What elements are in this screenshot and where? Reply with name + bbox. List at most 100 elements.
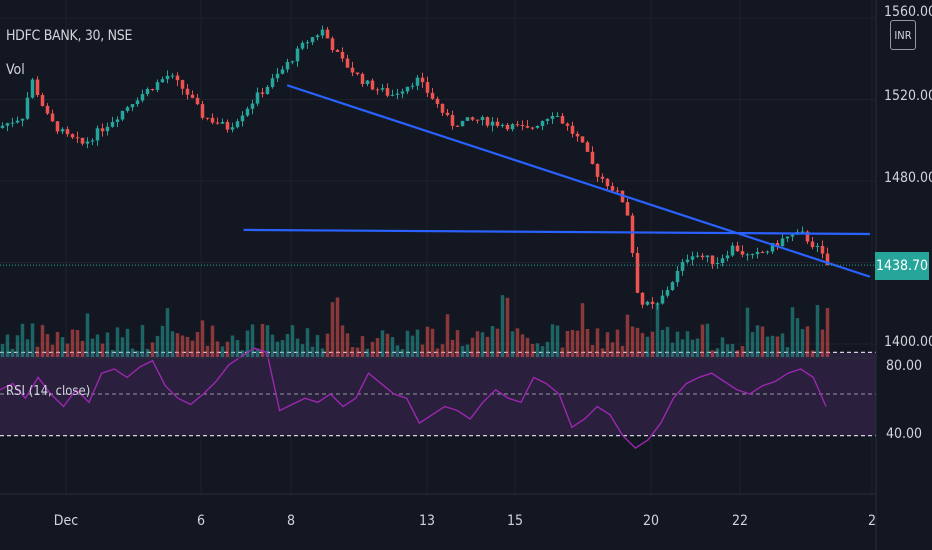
- candle-body: [365, 80, 370, 85]
- volume-bar: [120, 337, 125, 357]
- volume-bar: [680, 339, 685, 357]
- volume-bars: [0, 295, 830, 357]
- candle-body: [225, 121, 230, 130]
- volume-bar: [765, 336, 770, 357]
- candle-body: [510, 124, 515, 130]
- candle-body: [540, 121, 545, 127]
- volume-bar: [140, 324, 145, 357]
- candle-body: [320, 29, 325, 36]
- candle-body: [825, 253, 830, 266]
- volume-bar: [75, 330, 80, 357]
- volume-bar: [725, 344, 730, 357]
- volume-bar: [710, 350, 715, 357]
- volume-bar: [10, 348, 15, 357]
- volume-bar: [255, 348, 260, 357]
- volume-bar: [0, 344, 5, 357]
- candle-body: [465, 117, 470, 121]
- volume-bar: [445, 314, 450, 357]
- price-tick: 1480.00: [884, 170, 932, 186]
- candle-body: [515, 124, 520, 126]
- time-tick: 6: [196, 513, 206, 529]
- candle-body: [780, 238, 785, 247]
- rsi-band: [0, 351, 876, 437]
- volume-bar: [145, 348, 150, 357]
- candle-body: [800, 231, 805, 233]
- symbol-title: HDFC BANK, 30, NSE: [6, 28, 133, 44]
- rsi-tick: 80.00: [886, 358, 923, 374]
- candle-body: [590, 151, 595, 164]
- candle-body: [605, 178, 610, 187]
- candle-body: [95, 128, 100, 141]
- candle-body: [400, 91, 405, 94]
- volume-bar: [610, 342, 615, 357]
- volume-bar: [685, 331, 690, 357]
- price-tick: 1400.00: [884, 334, 932, 350]
- candle-body: [690, 256, 695, 260]
- volume-bar: [425, 326, 430, 357]
- candle-body: [0, 125, 5, 129]
- candle-body: [715, 263, 720, 265]
- candle-body: [250, 103, 255, 109]
- volume-bar: [395, 345, 400, 357]
- volume-bar: [535, 343, 540, 357]
- volume-bar: [825, 308, 830, 357]
- volume-bar: [705, 323, 710, 357]
- volume-bar: [175, 333, 180, 357]
- candle-body: [240, 115, 245, 122]
- volume-bar: [280, 340, 285, 357]
- trendlines[interactable]: [0, 0, 871, 278]
- candle-body: [375, 89, 380, 91]
- candle-body: [390, 94, 395, 96]
- candle-body: [275, 73, 280, 79]
- volume-bar: [335, 297, 340, 357]
- volume-bar: [115, 327, 120, 357]
- candle-body: [285, 61, 290, 70]
- volume-bar: [690, 339, 695, 357]
- volume-bar: [460, 345, 465, 357]
- volume-bar: [95, 334, 100, 357]
- currency-badge[interactable]: INR: [890, 20, 916, 50]
- volume-bar: [795, 318, 800, 357]
- candle-body: [150, 89, 155, 91]
- candle-body: [65, 129, 70, 135]
- candle-body: [485, 117, 490, 126]
- candle-body: [525, 126, 530, 128]
- candle-body: [245, 108, 250, 116]
- candle-body: [340, 51, 345, 59]
- volume-bar: [45, 334, 50, 357]
- candle-body: [395, 93, 400, 95]
- candle-body: [130, 104, 135, 108]
- volume-bar: [60, 337, 65, 357]
- volume-bar: [760, 326, 765, 357]
- candle-body: [180, 80, 185, 89]
- candle-body: [530, 127, 535, 129]
- candle-body: [775, 242, 780, 247]
- volume-bar: [580, 303, 585, 357]
- volume-bar: [630, 326, 635, 357]
- candle-body: [440, 103, 445, 113]
- volume-bar: [330, 302, 335, 357]
- candle-body: [45, 105, 50, 114]
- volume-bar: [565, 331, 570, 357]
- volume-bar: [105, 332, 110, 357]
- candle-body: [310, 37, 315, 43]
- volume-bar: [210, 325, 215, 357]
- volume-bar: [370, 341, 375, 357]
- volume-bar: [30, 323, 35, 357]
- candle-body: [265, 86, 270, 94]
- candle-body: [745, 254, 750, 256]
- candle-body: [90, 140, 95, 142]
- volume-bar: [385, 333, 390, 357]
- volume-bar: [245, 330, 250, 357]
- volume-bar: [85, 313, 90, 357]
- volume-bar: [355, 347, 360, 357]
- candle-body: [75, 137, 80, 139]
- volume-bar: [295, 338, 300, 357]
- volume-bar: [635, 327, 640, 357]
- volume-bar: [70, 329, 75, 357]
- candle-body: [355, 72, 360, 74]
- candle-body: [20, 118, 25, 121]
- volume-bar: [375, 338, 380, 357]
- candle-body: [100, 128, 105, 132]
